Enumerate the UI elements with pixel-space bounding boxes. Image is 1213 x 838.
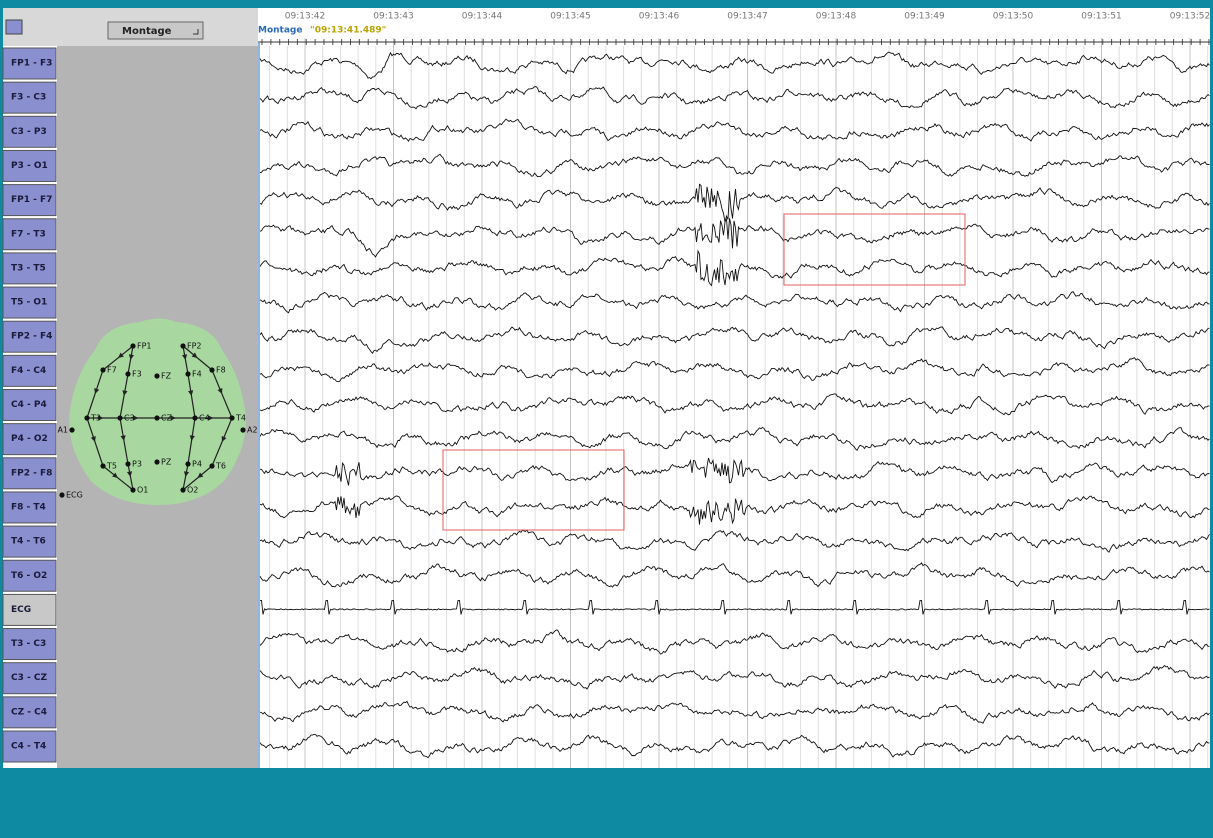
- montage-button-label[interactable]: Montage: [122, 26, 172, 37]
- electrode[interactable]: [130, 487, 135, 492]
- channel-label[interactable]: F7 - T3: [11, 229, 46, 239]
- electrode-label: FP2: [187, 342, 202, 351]
- electrode[interactable]: [154, 373, 159, 378]
- electrode[interactable]: [100, 463, 105, 468]
- channel-label[interactable]: C3 - P3: [11, 127, 47, 137]
- electrode-label: F7: [107, 366, 117, 375]
- electrode-label: F8: [216, 366, 226, 375]
- electrode-label: F3: [132, 370, 142, 379]
- electrode-label: T6: [215, 462, 226, 471]
- time-tick-label: 09:13:51: [1081, 12, 1121, 22]
- time-tick-label: 09:13:49: [904, 12, 945, 22]
- channel-label[interactable]: C4 - T4: [11, 742, 46, 752]
- electrode-label: F4: [192, 370, 202, 379]
- screen: Montage Montage "09:13:41.489" FP1 FP2 F7 F…: [0, 0, 1213, 834]
- channel-label[interactable]: ECG: [11, 605, 31, 615]
- channel-label[interactable]: F3 - C3: [11, 93, 46, 103]
- electrode-label: O2: [187, 486, 198, 495]
- footer-band: [0, 768, 1213, 834]
- electrode-label: T4: [235, 414, 246, 423]
- channel-label[interactable]: F8 - T4: [11, 502, 46, 512]
- electrode-label: FP1: [137, 342, 152, 351]
- channel-label[interactable]: F4 - C4: [11, 366, 46, 376]
- electrode[interactable]: [185, 461, 190, 466]
- electrode[interactable]: [180, 343, 185, 348]
- electrode-label: C4: [199, 414, 210, 423]
- electrode[interactable]: [192, 415, 197, 420]
- electrode[interactable]: [59, 492, 64, 497]
- electrode-label: ECG: [66, 491, 83, 500]
- electrode[interactable]: [125, 461, 130, 466]
- time-tick-label: 09:13:47: [727, 12, 767, 22]
- electrode-label: P4: [192, 460, 202, 469]
- overlay-label: Montage: [258, 26, 302, 36]
- electrode[interactable]: [180, 487, 185, 492]
- channel-label[interactable]: C3 - CZ: [11, 673, 47, 683]
- electrode[interactable]: [229, 415, 234, 420]
- channel-label[interactable]: T3 - T5: [11, 263, 46, 273]
- time-tick-label: 09:13:52: [1170, 12, 1210, 22]
- electrode-label: T3: [90, 414, 101, 423]
- menu-icon[interactable]: [6, 20, 22, 34]
- electrode[interactable]: [154, 459, 159, 464]
- time-tick-label: 09:13:42: [285, 12, 325, 22]
- electrode[interactable]: [117, 415, 122, 420]
- channel-label[interactable]: FP1 - F7: [11, 195, 52, 205]
- channel-label[interactable]: T4 - T6: [11, 537, 46, 547]
- channel-label[interactable]: P4 - O2: [11, 434, 48, 444]
- electrode-label: FZ: [161, 372, 172, 381]
- electrode-label: A1: [57, 426, 68, 435]
- channel-label[interactable]: T6 - O2: [11, 571, 47, 581]
- time-tick-label: 09:13:50: [993, 12, 1034, 22]
- time-tick-label: 09:13:45: [550, 12, 590, 22]
- electrode-label: PZ: [161, 458, 172, 467]
- time-tick-label: 09:13:44: [462, 12, 503, 22]
- electrode[interactable]: [209, 367, 214, 372]
- channel-label[interactable]: CZ - C4: [11, 707, 47, 717]
- electrode[interactable]: [100, 367, 105, 372]
- electrode[interactable]: [130, 343, 135, 348]
- electrode[interactable]: [240, 427, 245, 432]
- channel-label[interactable]: P3 - O1: [11, 161, 48, 171]
- electrode[interactable]: [69, 427, 74, 432]
- electrode-label: T5: [106, 462, 117, 471]
- channel-label[interactable]: FP1 - F3: [11, 59, 52, 69]
- timestamp: "09:13:41.489": [310, 26, 386, 36]
- channel-label[interactable]: T5 - O1: [11, 298, 47, 308]
- electrode[interactable]: [209, 463, 214, 468]
- channel-label[interactable]: FP2 - F8: [11, 468, 52, 478]
- electrode-label: C3: [124, 414, 135, 423]
- electrode-label: P3: [132, 460, 142, 469]
- channel-label[interactable]: T3 - C3: [11, 639, 46, 649]
- electrode-label: O1: [137, 486, 148, 495]
- channel-label[interactable]: FP2 - F4: [11, 332, 52, 342]
- channel-label[interactable]: C4 - P4: [11, 400, 47, 410]
- time-tick-label: 09:13:48: [816, 12, 857, 22]
- electrode[interactable]: [185, 371, 190, 376]
- time-tick-label: 09:13:46: [639, 12, 680, 22]
- time-tick-label: 09:13:43: [373, 12, 413, 22]
- electrode-label: A2: [247, 426, 258, 435]
- electrode[interactable]: [154, 415, 159, 420]
- electrode-label: CZ: [161, 414, 173, 423]
- eeg-viewer: Montage Montage "09:13:41.489" FP1 FP2 F7 F…: [0, 0, 1213, 834]
- electrode[interactable]: [125, 371, 130, 376]
- electrode[interactable]: [84, 415, 89, 420]
